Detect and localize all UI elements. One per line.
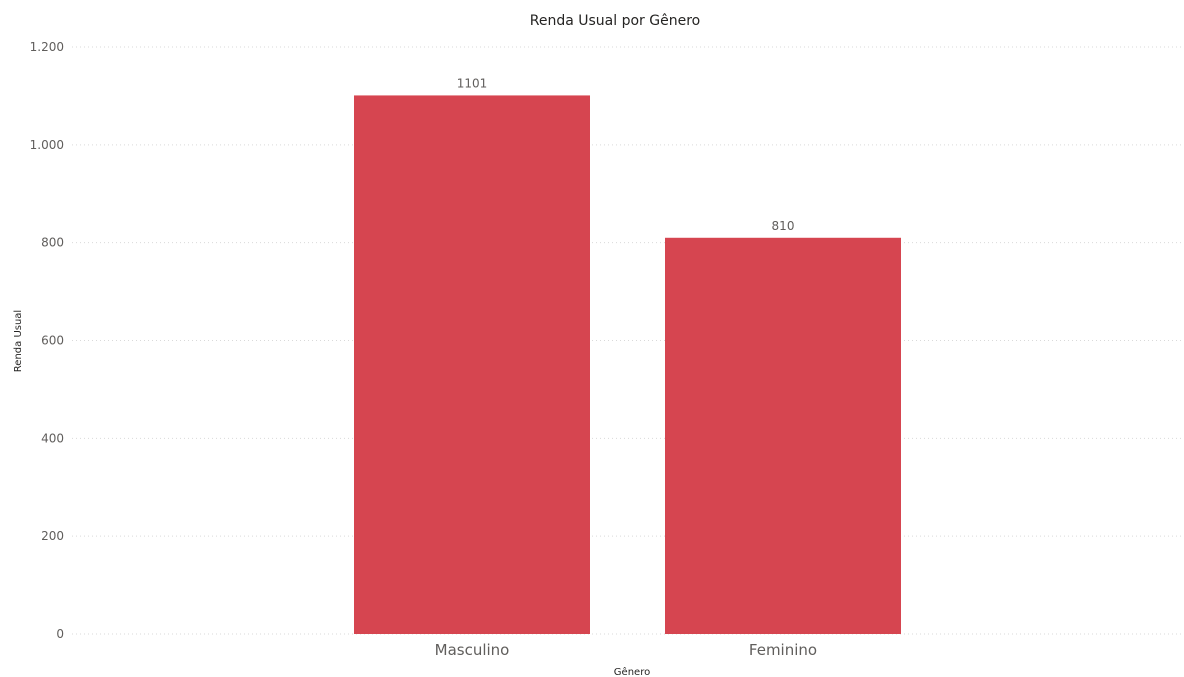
y-tick-label: 600 — [41, 334, 64, 348]
y-axis-title: Renda Usual — [13, 310, 24, 372]
y-axis-tick-labels: 0 200 400 600 800 1.000 1.200 — [30, 40, 64, 641]
data-labels: 1101 810 — [457, 76, 795, 232]
data-label: 810 — [772, 219, 795, 233]
bars — [354, 95, 901, 635]
gridlines — [72, 46, 1184, 635]
y-tick-label: 400 — [41, 431, 64, 445]
x-axis-tick-labels: Masculino Feminino — [435, 641, 817, 659]
y-tick-label: 800 — [41, 236, 64, 250]
y-tick-label: 200 — [41, 529, 64, 543]
chart-title: Renda Usual por Gênero — [530, 13, 700, 29]
y-tick-label: 0 — [56, 627, 64, 641]
bar-masculino[interactable] — [354, 95, 590, 635]
bar-feminino[interactable] — [665, 237, 901, 634]
x-axis-title: Gênero — [614, 666, 650, 677]
data-label: 1101 — [457, 76, 488, 90]
y-tick-label: 1.200 — [30, 40, 64, 54]
y-tick-label: 1.000 — [30, 138, 64, 152]
x-tick-label: Feminino — [749, 641, 817, 659]
x-tick-label: Masculino — [435, 641, 510, 659]
